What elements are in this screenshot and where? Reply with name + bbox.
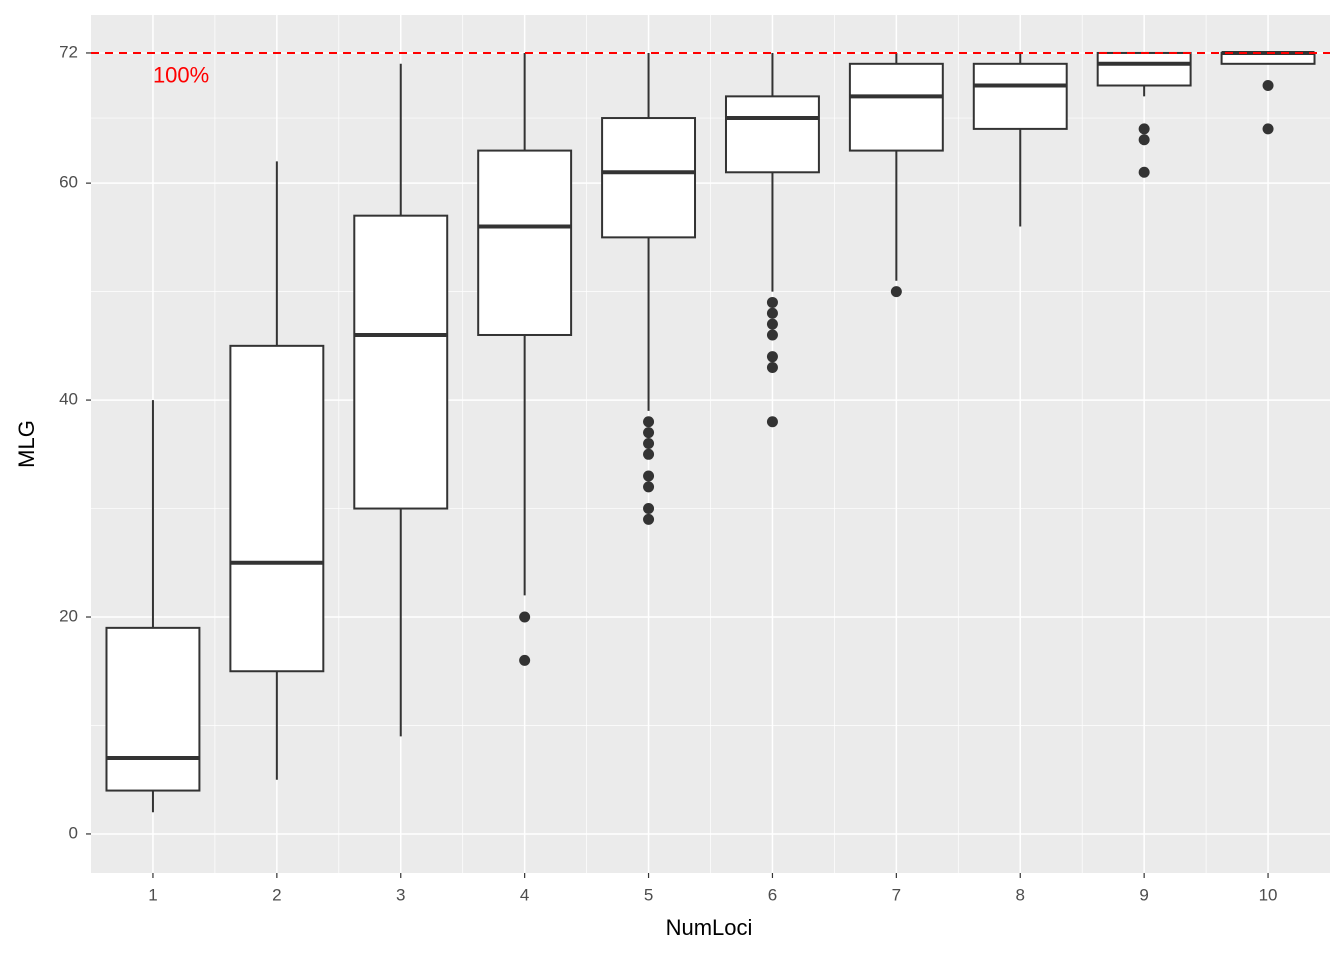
outlier bbox=[766, 351, 778, 363]
outlier bbox=[1138, 123, 1150, 135]
y-tick-label: 0 bbox=[69, 823, 78, 842]
x-tick-label: 7 bbox=[892, 885, 901, 904]
x-tick-label: 6 bbox=[768, 885, 777, 904]
outlier bbox=[766, 307, 778, 319]
outlier bbox=[519, 611, 531, 623]
box bbox=[105, 626, 201, 792]
box bbox=[229, 344, 325, 673]
box bbox=[1096, 51, 1192, 87]
x-tick-label: 1 bbox=[148, 885, 157, 904]
x-tick-label: 3 bbox=[396, 885, 405, 904]
box bbox=[848, 62, 944, 152]
x-tick-label: 5 bbox=[644, 885, 653, 904]
outlier bbox=[643, 416, 655, 428]
outlier bbox=[643, 503, 655, 515]
outlier bbox=[643, 513, 655, 525]
y-tick-label: 60 bbox=[59, 173, 78, 192]
outlier bbox=[643, 470, 655, 482]
outlier bbox=[643, 427, 655, 439]
y-tick-label: 72 bbox=[59, 42, 78, 61]
outlier bbox=[766, 296, 778, 308]
y-axis-title: MLG bbox=[14, 420, 39, 468]
x-tick-label: 4 bbox=[520, 885, 529, 904]
box bbox=[601, 117, 697, 239]
box bbox=[477, 149, 573, 336]
outlier bbox=[643, 448, 655, 460]
x-tick-label: 10 bbox=[1259, 885, 1278, 904]
outlier bbox=[643, 481, 655, 493]
outlier bbox=[890, 286, 902, 298]
y-tick-label: 20 bbox=[59, 606, 78, 625]
outlier bbox=[1262, 123, 1274, 135]
y-tick-label: 40 bbox=[59, 390, 78, 409]
outlier bbox=[519, 654, 531, 666]
outlier bbox=[766, 362, 778, 374]
outlier bbox=[1262, 80, 1274, 92]
outlier bbox=[1138, 134, 1150, 146]
x-tick-label: 2 bbox=[272, 885, 281, 904]
outlier bbox=[766, 329, 778, 341]
box bbox=[353, 214, 449, 510]
box bbox=[724, 95, 820, 174]
x-tick-label: 8 bbox=[1016, 885, 1025, 904]
outlier bbox=[766, 318, 778, 330]
outlier bbox=[1138, 166, 1150, 178]
outlier bbox=[643, 437, 655, 449]
x-axis-title: NumLoci bbox=[666, 915, 753, 940]
box bbox=[972, 62, 1068, 130]
x-tick-label: 9 bbox=[1139, 885, 1148, 904]
outlier bbox=[766, 416, 778, 428]
annotation: 100% bbox=[153, 62, 209, 87]
